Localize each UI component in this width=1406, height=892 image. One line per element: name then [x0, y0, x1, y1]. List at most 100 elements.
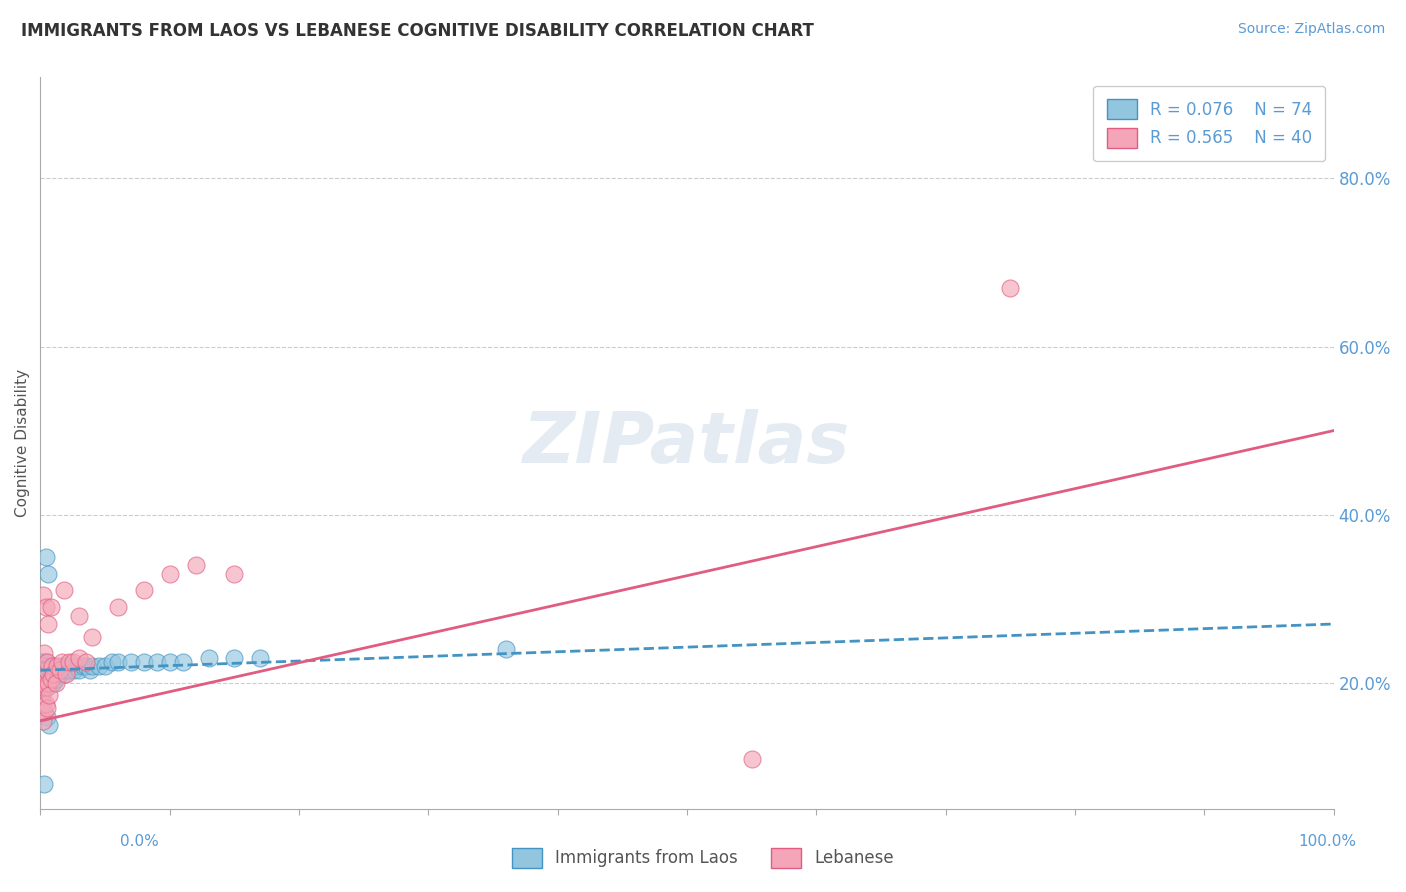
Point [35, 709, 58, 723]
Point [52, 667, 75, 681]
Point [51, 659, 73, 673]
Point [67, 650, 90, 665]
Point [32, 655, 55, 669]
Point [34, 672, 56, 686]
Point [32, 663, 55, 677]
Point [49, 663, 72, 677]
Point [38, 667, 60, 681]
Point [132, 655, 155, 669]
Point [31, 676, 53, 690]
Point [249, 650, 271, 665]
Point [41, 676, 63, 690]
Point [35, 672, 58, 686]
Point [31, 659, 53, 673]
Point [146, 655, 169, 669]
Point [42, 659, 65, 673]
Point [94, 659, 117, 673]
Point [55, 667, 77, 681]
Point [197, 650, 219, 665]
Point [132, 583, 155, 598]
Point [495, 642, 517, 657]
Point [100, 655, 122, 669]
Point [82, 659, 104, 673]
Point [45, 672, 67, 686]
Point [63, 663, 86, 677]
Point [45, 663, 67, 677]
Point [72, 659, 94, 673]
Point [37, 566, 59, 581]
Point [38, 659, 60, 673]
Point [39, 672, 62, 686]
Point [34, 672, 56, 686]
Point [38, 676, 60, 690]
Point [34, 659, 56, 673]
Point [107, 655, 129, 669]
Point [53, 663, 76, 677]
Point [62, 655, 84, 669]
Point [172, 655, 194, 669]
Point [34, 676, 56, 690]
Point [34, 663, 56, 677]
Point [34, 777, 56, 791]
Point [184, 558, 207, 573]
Point [37, 663, 59, 677]
Point [34, 647, 56, 661]
Point [32, 697, 55, 711]
Point [34, 706, 56, 720]
Point [32, 680, 55, 694]
Point [39, 600, 62, 615]
Point [35, 676, 58, 690]
Point [32, 667, 55, 681]
Point [41, 659, 63, 673]
Point [34, 549, 56, 564]
Point [45, 676, 67, 690]
Point [34, 667, 56, 681]
Point [44, 663, 66, 677]
Point [34, 663, 56, 677]
Point [37, 676, 59, 690]
Point [87, 659, 110, 673]
Point [42, 667, 65, 681]
Point [1000, 280, 1022, 294]
Point [67, 608, 90, 623]
Point [224, 566, 246, 581]
Point [52, 583, 75, 598]
Point [34, 676, 56, 690]
Point [34, 600, 56, 615]
Point [34, 655, 56, 669]
Point [35, 680, 58, 694]
Point [35, 680, 58, 694]
Point [39, 663, 62, 677]
Point [34, 663, 56, 677]
Point [37, 669, 59, 683]
Point [34, 667, 56, 681]
Point [49, 667, 72, 681]
Point [38, 718, 60, 732]
Point [107, 600, 129, 615]
Text: ZIPatlas: ZIPatlas [523, 409, 851, 478]
Y-axis label: Cognitive Disability: Cognitive Disability [15, 369, 30, 517]
Text: 100.0%: 100.0% [1299, 834, 1357, 849]
Point [67, 663, 90, 677]
Point [42, 676, 65, 690]
Point [58, 655, 80, 669]
Point [46, 659, 69, 673]
Point [46, 667, 69, 681]
Point [32, 588, 55, 602]
Point [51, 655, 73, 669]
Point [34, 697, 56, 711]
Point [65, 659, 87, 673]
Point [31, 663, 53, 677]
Point [75, 655, 97, 669]
Point [48, 663, 70, 677]
Point [75, 659, 97, 673]
Point [58, 663, 80, 677]
Point [55, 659, 77, 673]
Point [32, 714, 55, 728]
Point [32, 676, 55, 690]
Legend: R = 0.076    N = 74, R = 0.565    N = 40: R = 0.076 N = 74, R = 0.565 N = 40 [1094, 86, 1326, 161]
Point [120, 655, 142, 669]
Legend: Immigrants from Laos, Lebanese: Immigrants from Laos, Lebanese [505, 841, 901, 875]
Text: 0.0%: 0.0% [120, 834, 159, 849]
Point [159, 566, 181, 581]
